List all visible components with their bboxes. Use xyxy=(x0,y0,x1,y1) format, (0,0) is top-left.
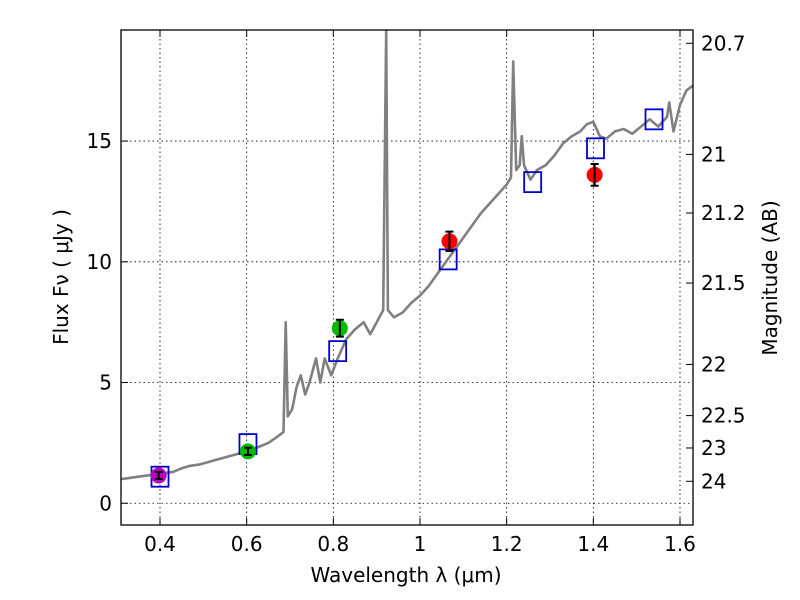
model-photometry-square xyxy=(586,137,605,160)
model-photometry-square xyxy=(438,248,458,271)
model-photometry-square xyxy=(328,340,348,363)
y2-tick-label: 20.7 xyxy=(701,31,746,55)
x-tick-label: 0.6 xyxy=(231,532,263,556)
x-tick-label: 1.4 xyxy=(577,532,609,556)
model-photometry-square xyxy=(644,108,664,131)
x-tick-label: 1 xyxy=(414,532,427,556)
plot-frame xyxy=(120,29,694,526)
y2-tick-label: 21 xyxy=(701,142,726,166)
y-axis-label: Flux Fν ( μJy ) xyxy=(49,209,73,345)
x-tick-label: 0.4 xyxy=(144,532,176,556)
y2-axis-label: Magnitude (AB) xyxy=(758,200,782,355)
y2-tick-label: 24 xyxy=(701,469,726,493)
x-axis-label: Wavelength λ (μm) xyxy=(310,563,501,587)
y2-tick-label: 21.2 xyxy=(701,201,746,225)
y2-tick-label: 23 xyxy=(701,436,726,460)
axis-ticks: 0.4 0.6 0.8 1 1.2 1.4 1.6 0 5 10 15 20.7 21 21.2 21.5 2… xyxy=(87,30,746,556)
spectrum-line xyxy=(121,30,693,481)
y-tick-label: 15 xyxy=(87,129,112,153)
x-tick-label: 1.6 xyxy=(664,532,696,556)
x-tick-label: 0.8 xyxy=(317,532,349,556)
y2-tick-label: 22.5 xyxy=(701,404,746,428)
y2-tick-label: 22 xyxy=(701,352,726,376)
model-photometry-square xyxy=(523,171,543,194)
data-series xyxy=(121,30,693,488)
y-tick-label: 0 xyxy=(99,491,112,515)
y-tick-label: 10 xyxy=(87,250,112,274)
grid-lines xyxy=(121,30,693,525)
y-tick-label: 5 xyxy=(99,371,112,395)
x-tick-label: 1.2 xyxy=(491,532,523,556)
y2-tick-label: 21.5 xyxy=(701,271,746,295)
